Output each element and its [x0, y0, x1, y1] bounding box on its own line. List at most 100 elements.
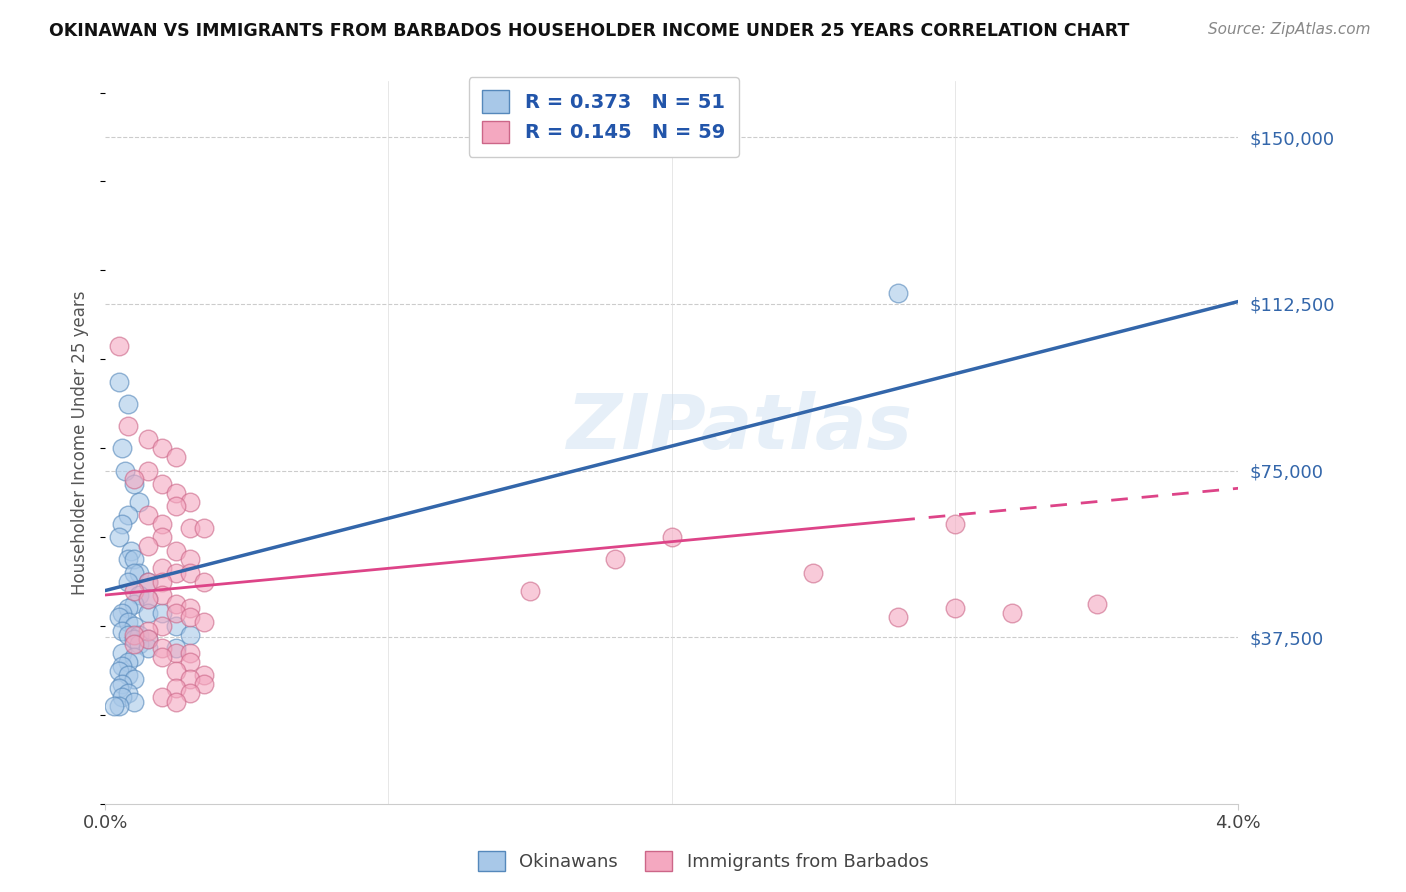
Point: [179, 601, 201, 615]
Point: [114, 463, 136, 477]
Point: [117, 552, 139, 566]
Point: [150, 588, 173, 602]
Point: [179, 566, 201, 580]
Point: [111, 659, 134, 673]
Point: [122, 650, 145, 665]
Point: [122, 583, 145, 598]
Point: [108, 339, 131, 353]
Point: [165, 641, 187, 656]
Point: [111, 677, 134, 691]
Point: [150, 561, 173, 575]
Point: [111, 516, 134, 531]
Point: [165, 681, 187, 696]
Point: [150, 530, 173, 544]
Point: [108, 530, 131, 544]
Point: [111, 442, 134, 456]
Point: [150, 516, 173, 531]
Point: [179, 673, 201, 687]
Text: ZIPatlas: ZIPatlas: [567, 392, 912, 466]
Point: [179, 646, 201, 660]
Point: [122, 476, 145, 491]
Point: [165, 543, 187, 558]
Point: [122, 673, 145, 687]
Point: [120, 543, 142, 558]
Point: [179, 686, 201, 700]
Point: [136, 539, 159, 553]
Point: [117, 615, 139, 629]
Point: [1000, 606, 1022, 620]
Point: [122, 597, 145, 611]
Point: [136, 574, 159, 589]
Point: [136, 433, 159, 447]
Point: [179, 494, 201, 508]
Point: [165, 664, 187, 678]
Point: [150, 650, 173, 665]
Point: [165, 606, 187, 620]
Point: [128, 494, 150, 508]
Point: [801, 566, 824, 580]
Point: [887, 610, 910, 624]
Point: [117, 628, 139, 642]
Point: [122, 472, 145, 486]
Point: [122, 637, 145, 651]
Point: [165, 450, 187, 465]
Point: [150, 690, 173, 705]
Point: [117, 419, 139, 434]
Point: [193, 668, 215, 682]
Point: [136, 624, 159, 638]
Point: [111, 646, 134, 660]
Point: [165, 695, 187, 709]
Point: [136, 641, 159, 656]
Point: [179, 521, 201, 535]
Point: [193, 615, 215, 629]
Text: OKINAWAN VS IMMIGRANTS FROM BARBADOS HOUSEHOLDER INCOME UNDER 25 YEARS CORRELATI: OKINAWAN VS IMMIGRANTS FROM BARBADOS HOU…: [49, 22, 1129, 40]
Point: [117, 686, 139, 700]
Point: [136, 508, 159, 522]
Point: [103, 699, 125, 714]
Point: [887, 285, 910, 300]
Point: [122, 619, 145, 633]
Point: [165, 566, 187, 580]
Point: [117, 508, 139, 522]
Point: [122, 566, 145, 580]
Point: [165, 485, 187, 500]
Point: [108, 664, 131, 678]
Point: [111, 606, 134, 620]
Point: [136, 592, 159, 607]
Point: [150, 574, 173, 589]
Point: [165, 499, 187, 513]
Point: [179, 655, 201, 669]
Point: [603, 552, 626, 566]
Point: [1085, 597, 1108, 611]
Point: [136, 606, 159, 620]
Point: [165, 597, 187, 611]
Point: [150, 442, 173, 456]
Point: [122, 552, 145, 566]
Point: [150, 641, 173, 656]
Point: [165, 646, 187, 660]
Point: [519, 583, 541, 598]
Point: [108, 681, 131, 696]
Point: [128, 566, 150, 580]
Point: [111, 690, 134, 705]
Point: [108, 610, 131, 624]
Point: [136, 592, 159, 607]
Point: [179, 628, 201, 642]
Point: [136, 463, 159, 477]
Point: [136, 574, 159, 589]
Point: [943, 516, 966, 531]
Point: [150, 606, 173, 620]
Point: [128, 637, 150, 651]
Point: [128, 588, 150, 602]
Point: [117, 601, 139, 615]
Point: [193, 521, 215, 535]
Legend: Okinawans, Immigrants from Barbados: Okinawans, Immigrants from Barbados: [471, 844, 935, 879]
Point: [117, 397, 139, 411]
Point: [165, 619, 187, 633]
Point: [943, 601, 966, 615]
Point: [111, 624, 134, 638]
Point: [150, 619, 173, 633]
Point: [150, 476, 173, 491]
Point: [117, 668, 139, 682]
Point: [122, 628, 145, 642]
